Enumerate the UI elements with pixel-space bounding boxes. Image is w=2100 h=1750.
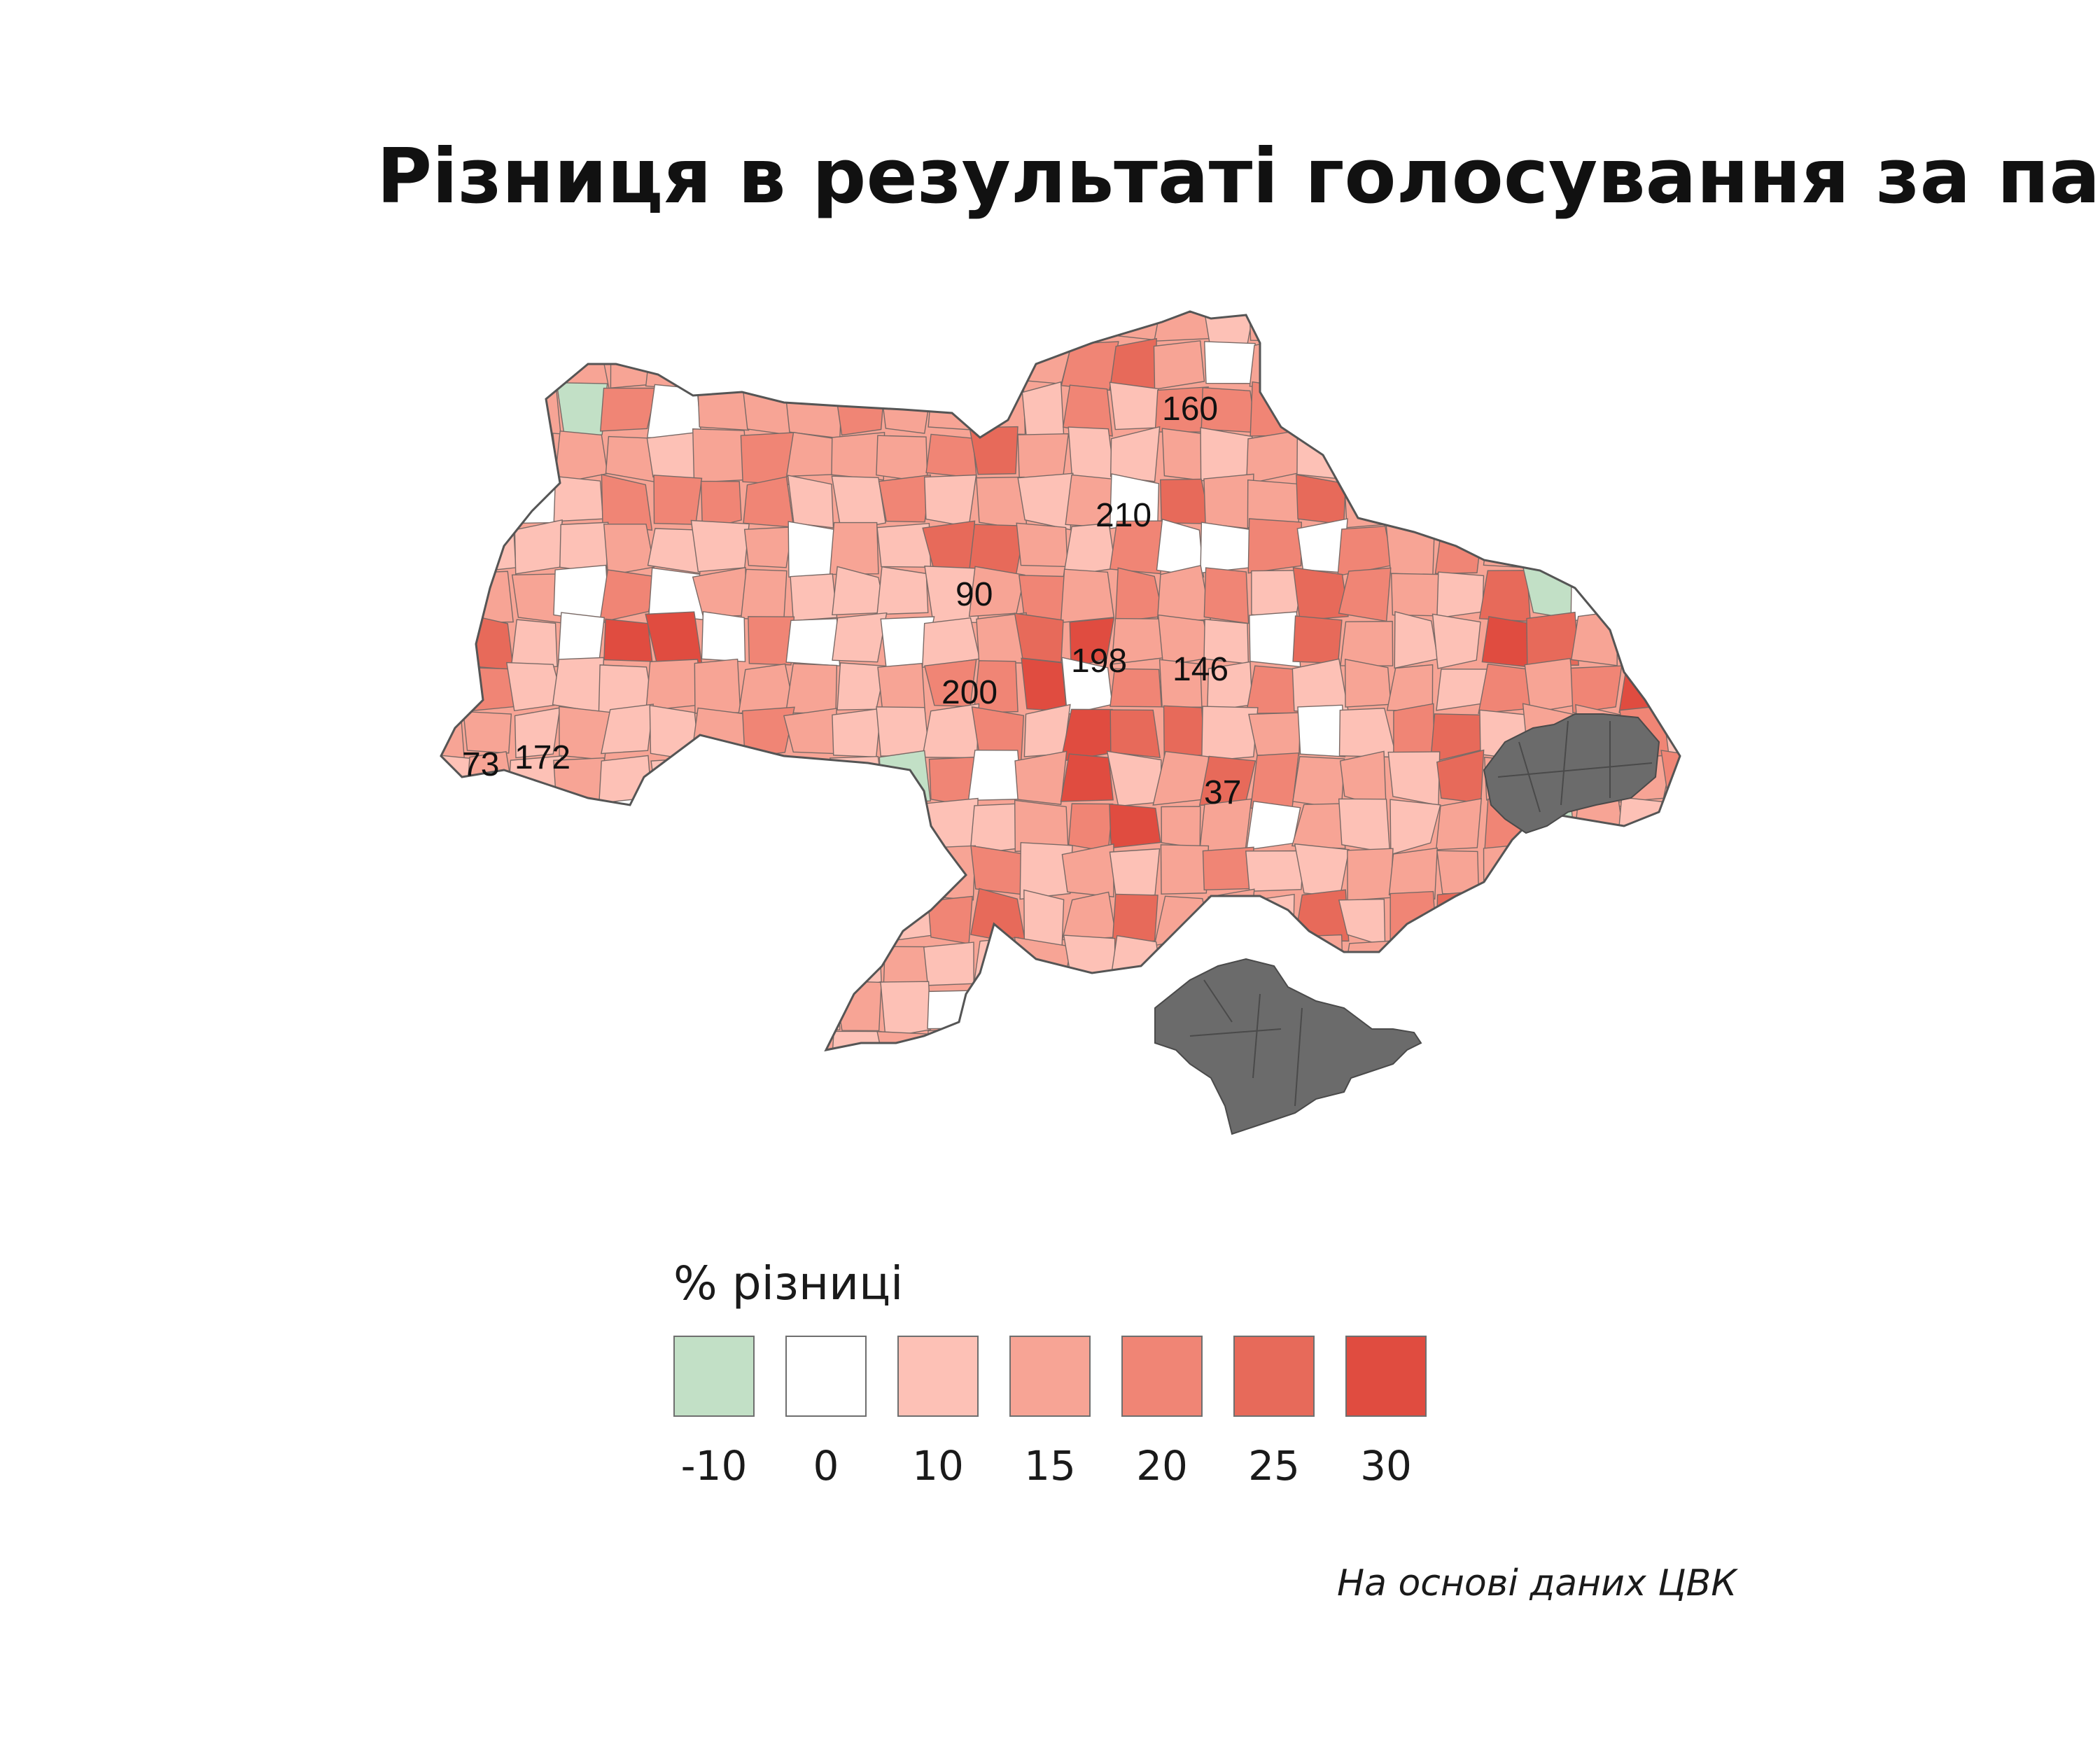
chart-title: Різниця в результаті голосування за парт… [377,133,2100,220]
map-label: 37 [1204,774,1241,811]
map-label: 198 [1071,643,1127,680]
map-label: 90 [955,576,993,613]
legend-swatch [897,1336,979,1417]
legend-label: 25 [1248,1442,1300,1490]
map-label: 200 [941,674,997,711]
legend-label: 10 [912,1442,964,1490]
source-note: На основі даних ЦВК [1337,1562,1737,1604]
legend-swatch [785,1336,867,1417]
legend-label: 15 [1024,1442,1076,1490]
legend-swatch [1233,1336,1315,1417]
map-label: 172 [514,739,570,776]
map-label: 210 [1096,497,1152,534]
crimea-no-data [1154,958,1422,1135]
districts-layer [441,312,1680,1050]
outlier-labels: 160 210 90 198 146 200 73 172 37 [462,391,1241,811]
legend-label: 0 [813,1442,839,1490]
legend-swatch [1121,1336,1203,1417]
legend-title: % різниці [673,1256,904,1310]
legend-label: -10 [680,1442,748,1490]
legend-swatch [673,1336,755,1417]
donbas-no-data [1483,713,1660,834]
legend-swatch [1009,1336,1091,1417]
legend-swatch [1345,1336,1427,1417]
map-label: 160 [1162,391,1218,428]
legend-label: 20 [1136,1442,1188,1490]
map-label: 73 [462,746,499,783]
legend-label: 30 [1360,1442,1412,1490]
map-label: 146 [1172,651,1228,688]
